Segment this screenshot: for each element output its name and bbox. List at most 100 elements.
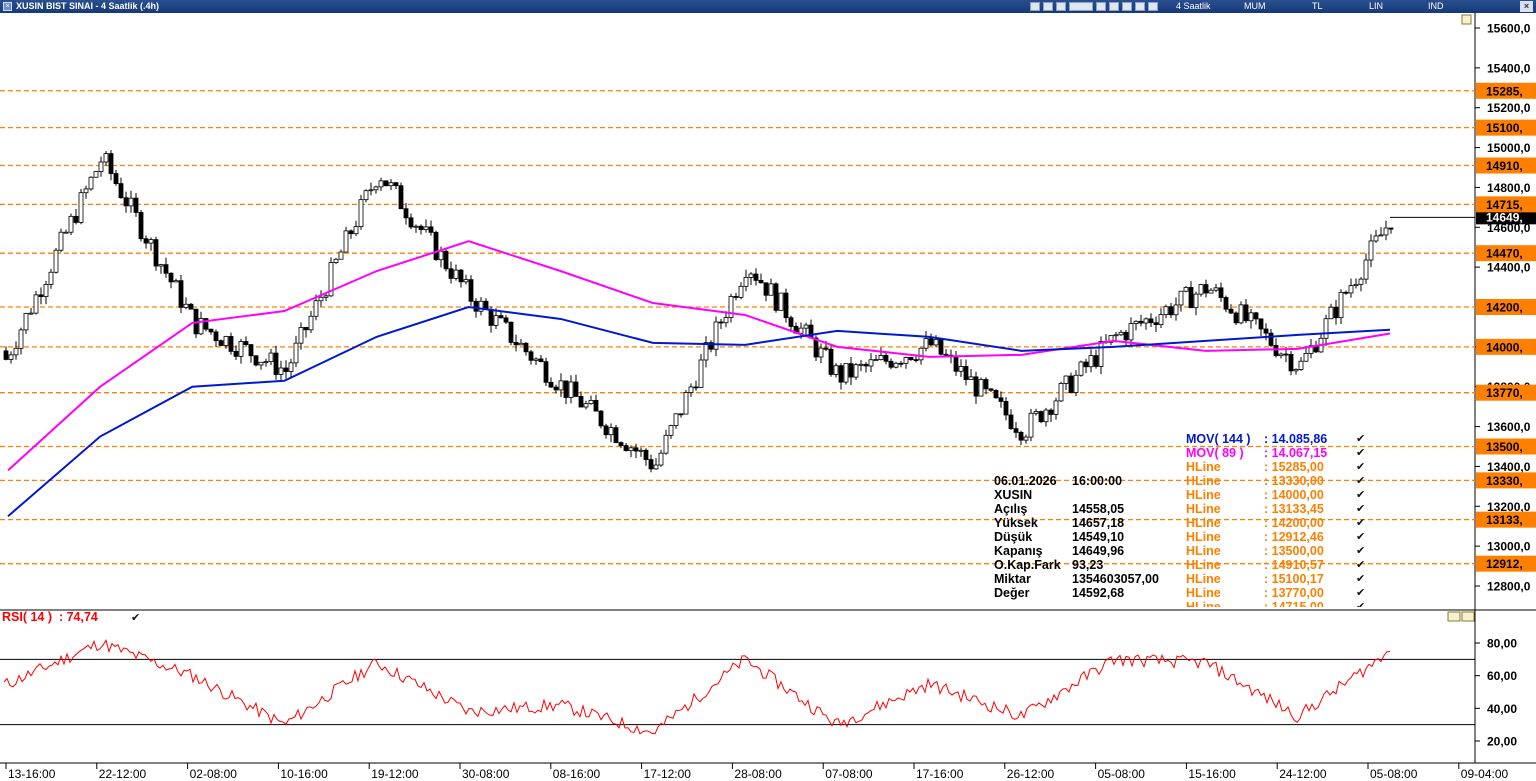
candle-body	[653, 464, 659, 470]
close-button[interactable]: ×	[1520, 1, 1533, 12]
candle-body	[353, 226, 359, 235]
candle-body	[863, 363, 869, 367]
candle-body	[33, 294, 39, 314]
candle-type-selector[interactable]: MUM	[1244, 1, 1266, 11]
legend-visible-check-icon[interactable]: ✔	[1356, 460, 1366, 473]
candle-body	[513, 342, 519, 346]
candle-body	[1258, 318, 1264, 330]
candle	[1348, 278, 1354, 298]
candle	[633, 443, 639, 459]
candle	[1378, 227, 1384, 237]
candle	[258, 361, 264, 370]
candle	[573, 374, 579, 397]
info-value: 93,23	[1072, 558, 1104, 572]
candle-body	[628, 447, 634, 452]
scale-selector[interactable]: LIN	[1369, 1, 1384, 11]
candle-body	[238, 341, 244, 357]
candle	[713, 316, 719, 357]
candle	[453, 264, 459, 281]
price-panel-handle-icon[interactable]	[1461, 14, 1472, 25]
app-icon[interactable]: ×	[3, 2, 12, 11]
candle	[123, 191, 129, 213]
legend-visible-check-icon[interactable]: ✔	[1356, 474, 1366, 487]
candle-body	[1073, 374, 1079, 393]
candle-body	[83, 188, 89, 194]
legend-visible-check-icon[interactable]: ✔	[1356, 516, 1366, 529]
toolbar-icon-5[interactable]	[1096, 2, 1106, 11]
candle-body	[1388, 227, 1394, 230]
candle	[383, 180, 389, 187]
legend-visible-check-icon[interactable]: ✔	[1356, 586, 1366, 599]
candle	[983, 377, 989, 395]
period-selector[interactable]: 4 Saatlik	[1176, 1, 1211, 11]
legend-visible-check-icon[interactable]: ✔	[1356, 558, 1366, 571]
candle-body	[1113, 334, 1119, 337]
candle	[598, 410, 604, 429]
legend-visible-check-icon[interactable]: ✔	[1356, 502, 1366, 515]
candle-body	[1333, 306, 1339, 319]
toolbar-icon-4[interactable]	[1069, 2, 1093, 11]
legend-visible-check-icon[interactable]: ✔	[1356, 530, 1366, 543]
candle	[63, 229, 69, 234]
legend-value: : 14910,57	[1264, 558, 1324, 572]
legend-name: HLine	[1186, 558, 1221, 572]
candle	[1168, 302, 1174, 319]
legend-visible-check-icon[interactable]: ✔	[1356, 488, 1366, 501]
candle	[268, 348, 274, 365]
candle	[503, 315, 509, 325]
legend-value: : 12912,46	[1264, 530, 1324, 544]
candle	[698, 353, 704, 389]
candle	[463, 274, 469, 285]
legend-visible-check-icon[interactable]: ✔	[1356, 600, 1366, 607]
info-label: Açılış	[994, 502, 1028, 516]
candle	[548, 377, 554, 388]
candle-body	[658, 452, 664, 466]
legend-visible-check-icon[interactable]: ✔	[1356, 446, 1366, 459]
candle	[523, 342, 529, 356]
toolbar-icon-6[interactable]	[1109, 2, 1119, 11]
candle-body	[1188, 287, 1194, 309]
toolbar-icon-2[interactable]	[1043, 2, 1053, 11]
info-row: Değer 14592,68	[994, 586, 1124, 600]
candle-body	[3, 350, 9, 360]
candle-body	[393, 182, 399, 187]
candle-body	[228, 336, 234, 352]
candle-body	[1368, 240, 1374, 261]
candle-body	[403, 208, 409, 219]
candle	[1148, 313, 1154, 327]
hline-tag-box	[1476, 245, 1536, 262]
candle	[998, 391, 1004, 408]
toolbar-icon-9[interactable]	[1148, 2, 1158, 11]
info-label: Değer	[994, 586, 1030, 600]
candle-body	[1083, 361, 1089, 368]
candle-body	[943, 353, 949, 356]
candle-body	[558, 380, 564, 391]
candle-body	[518, 342, 524, 346]
toolbar-icon-8[interactable]	[1135, 2, 1145, 11]
candle-body	[688, 386, 694, 393]
toolbar-icon-7[interactable]	[1122, 2, 1132, 11]
indicator-selector[interactable]: IND	[1428, 1, 1444, 11]
legend-visible-check-icon[interactable]: ✔	[1356, 544, 1366, 557]
candle-body	[733, 296, 739, 298]
candle-body	[1378, 234, 1384, 237]
candle	[863, 361, 869, 373]
candle	[238, 338, 244, 364]
chart-area[interactable]: 14649, 15600,0 15400,0 15200,0 15000,0 14800…	[0, 13, 1536, 781]
candle-body	[848, 363, 854, 378]
legend-visible-check-icon[interactable]: ✔	[1356, 432, 1366, 445]
candle-body	[1273, 344, 1279, 357]
rsi-panel-handle-icon[interactable]	[1447, 611, 1461, 622]
legend-visible-check-icon[interactable]: ✔	[1356, 572, 1366, 585]
candle	[13, 341, 19, 360]
candle-body	[138, 212, 144, 240]
rsi-panel-close-icon[interactable]	[1461, 611, 1475, 622]
candle-body	[858, 363, 864, 366]
currency-selector[interactable]: TL	[1312, 1, 1323, 11]
toolbar-icon-3[interactable]	[1056, 2, 1066, 11]
candle	[98, 156, 104, 177]
toolbar-icon-1[interactable]	[1030, 2, 1040, 11]
info-label: O.Kap.Fark	[994, 558, 1061, 572]
candle	[1323, 314, 1329, 346]
rsi-visible-check-icon[interactable]: ✔	[131, 611, 141, 624]
